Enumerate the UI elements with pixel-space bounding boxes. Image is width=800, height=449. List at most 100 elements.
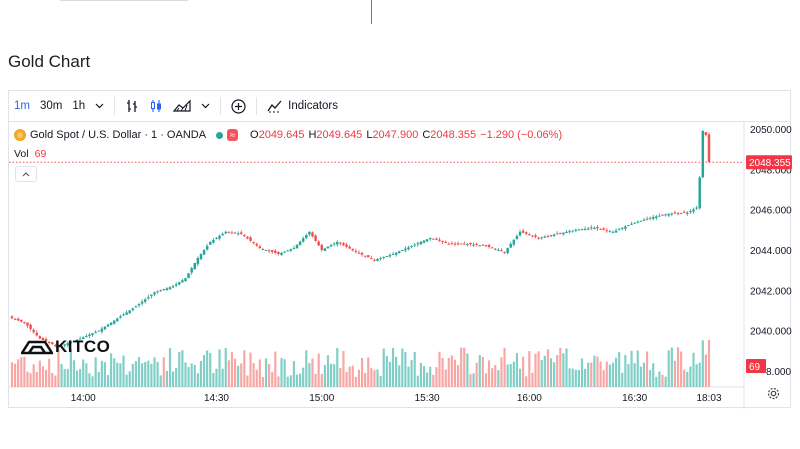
candle-body <box>611 231 615 233</box>
candle-body <box>698 177 701 209</box>
volume-bar <box>302 367 305 387</box>
chart-widget[interactable]: 1m 30m 1h Indicators 2040.000 2042.000 204… <box>8 90 792 409</box>
volume-bar <box>410 360 413 387</box>
interval-30m-button[interactable]: 30m <box>39 100 63 112</box>
volume-bar <box>419 362 422 387</box>
volume-bar <box>209 352 212 387</box>
interval-menu-chevron-down-icon[interactable] <box>90 91 109 121</box>
settings-gear-icon[interactable] <box>767 387 780 403</box>
volume-bar <box>79 368 82 387</box>
volume-bar <box>500 357 503 387</box>
candle-body <box>555 233 559 235</box>
candle-body <box>112 320 116 324</box>
candle-body <box>140 301 144 304</box>
candle-body <box>565 231 568 234</box>
candle-body <box>549 235 553 237</box>
candle-body <box>57 344 60 347</box>
candle-body <box>500 250 503 252</box>
volume-bar <box>658 371 661 387</box>
interval-1h-button[interactable]: 1h <box>72 100 86 112</box>
candle-body <box>128 310 131 314</box>
plus-circle-icon[interactable] <box>226 91 251 121</box>
candle-body <box>329 245 333 247</box>
volume-bar <box>116 362 119 387</box>
volume-bar <box>175 367 178 387</box>
volume-bar <box>494 365 497 387</box>
candle-body <box>29 324 32 329</box>
chart-type-chevron-down-icon[interactable] <box>196 91 215 121</box>
volume-bar <box>534 353 537 387</box>
open-value: 2049.645 <box>258 129 305 141</box>
volume-bar <box>618 352 621 387</box>
chart-plot[interactable]: 2040.000 2042.000 2044.000 2046.000 2048.000… <box>9 91 792 409</box>
candle-body <box>308 231 311 235</box>
toolbar-separator <box>114 97 116 115</box>
candle-body <box>51 342 54 345</box>
volume-bar <box>20 357 23 387</box>
volume-bar <box>243 350 246 387</box>
indicators-button[interactable]: Indicators <box>262 91 343 121</box>
candle-body <box>608 231 612 233</box>
candle-body <box>695 207 698 209</box>
candle-body <box>571 230 574 232</box>
volume-bar <box>602 370 605 387</box>
candle-body <box>463 243 466 245</box>
bar-style-icon[interactable] <box>120 91 144 121</box>
watermark-text: KITCO <box>55 337 111 356</box>
candle-body <box>552 234 556 236</box>
interval-1m-button[interactable]: 1m <box>14 100 30 112</box>
candle-body <box>481 244 485 246</box>
volume-bar <box>44 369 48 387</box>
volume-bar <box>122 355 125 387</box>
candle-body <box>546 235 550 237</box>
volume-bar <box>676 347 680 387</box>
volume-bar <box>379 376 382 387</box>
candle-body <box>596 226 599 229</box>
candle-body <box>503 251 506 253</box>
candle-body <box>670 213 674 215</box>
candle-body <box>258 246 262 248</box>
candle-body <box>243 234 246 237</box>
candle-body <box>143 299 147 302</box>
volume-bar <box>528 351 531 387</box>
candle-body <box>342 243 345 246</box>
candle-body <box>230 232 234 234</box>
candle-body <box>401 249 404 251</box>
candle-body <box>88 334 91 337</box>
candle-body <box>605 230 609 232</box>
volume-bar <box>212 372 215 387</box>
candles-icon[interactable] <box>144 91 168 121</box>
candle-body <box>305 235 308 239</box>
y-tick-label: 2048.000 <box>750 165 792 176</box>
volume-bar <box>342 350 345 387</box>
candle-body <box>314 235 317 241</box>
volume-bar <box>568 368 571 387</box>
volume-bar <box>141 363 144 387</box>
volume-bar <box>113 358 116 387</box>
volume-bar <box>317 353 320 387</box>
candle-body <box>301 238 305 242</box>
candle-body <box>60 345 63 347</box>
candle-body <box>147 296 150 299</box>
volume-bar <box>193 364 196 387</box>
y-tick-label: 2046.000 <box>750 206 792 217</box>
volume-bar <box>574 369 577 387</box>
volume-bar <box>463 347 466 387</box>
volume-bar <box>29 373 32 387</box>
x-tick-label: 15:00 <box>309 393 334 404</box>
volume-bar <box>199 360 203 387</box>
candle-body <box>630 223 633 225</box>
volume-bar <box>667 350 670 387</box>
candle-body <box>444 241 447 243</box>
volume-bar <box>447 357 450 387</box>
chart-toolbar: 1m 30m 1h Indicators <box>9 91 790 122</box>
volume-bar <box>466 353 469 387</box>
volume-bar <box>426 372 429 387</box>
candle-body <box>614 230 618 233</box>
top-divider <box>60 0 188 1</box>
volume-bar <box>271 371 274 387</box>
collapse-legend-button[interactable] <box>15 166 37 182</box>
symbol-name[interactable]: Gold Spot / U.S. Dollar · 1 · OANDA <box>30 129 207 141</box>
area-chart-icon[interactable] <box>168 91 196 121</box>
volume-bar <box>336 348 339 387</box>
